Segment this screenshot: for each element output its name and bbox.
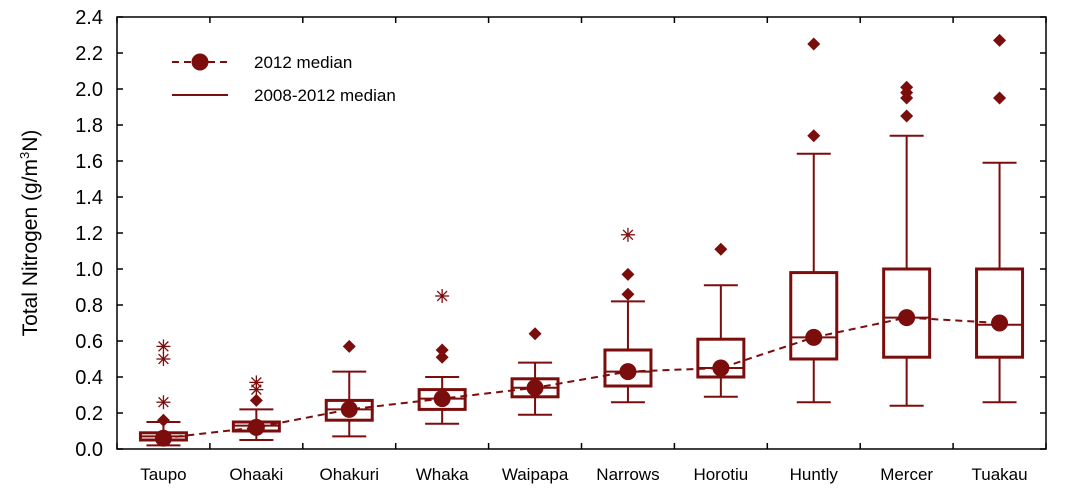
extreme-point: [249, 375, 264, 390]
legend: 2012 median 2008-2012 median: [172, 53, 396, 105]
outlier-point: [435, 343, 449, 357]
y-tick-label: 0.2: [75, 403, 103, 425]
outlier-point: [900, 80, 914, 94]
y-axis-label-suffix: N): [19, 130, 42, 152]
extreme-stroke: [622, 229, 634, 241]
outlier-point: [807, 37, 821, 51]
outlier-point: [528, 327, 542, 341]
x-category-label: Waipapa: [502, 465, 569, 484]
box-taupo: [138, 339, 188, 447]
outlier-point: [342, 339, 356, 353]
outlier-point: [156, 413, 170, 427]
box-ohakuri: [324, 339, 374, 438]
y-tick-label: 2.4: [75, 7, 103, 29]
x-category-label: Huntly: [790, 465, 839, 484]
outlier-point: [993, 33, 1007, 47]
legend-swatch-dot: [191, 53, 209, 71]
y-tick-label: 1.2: [75, 223, 103, 245]
y-tick-label: 1.0: [75, 259, 103, 281]
outlier-point: [621, 287, 635, 301]
y-tick-label: 0.8: [75, 295, 103, 317]
legend-label-2008-2012-median: 2008-2012 median: [254, 86, 396, 105]
extreme-stroke: [250, 377, 262, 388]
y-axis-label-prefix: Total Nitrogen (g/m: [19, 159, 42, 336]
box-iqr: [882, 267, 932, 359]
y-axis-label-superscript: 3: [17, 152, 32, 159]
box-mercer: [882, 80, 932, 407]
x-category-label: Whaka: [416, 465, 469, 484]
outlier-point: [435, 350, 449, 364]
outlier-point: [993, 91, 1007, 105]
outlier-point: [621, 267, 635, 281]
x-category-label: Taupo: [140, 465, 186, 484]
series-2012-median-point: [991, 314, 1009, 332]
extreme-point: [435, 289, 450, 303]
box-waipapa: [510, 327, 560, 416]
y-axis-label: Total Nitrogen (g/m3N): [17, 130, 42, 337]
extreme-point: [156, 352, 171, 366]
box-tuakau: [975, 33, 1025, 404]
extreme-point: [156, 339, 171, 354]
y-tick-label: 0.6: [75, 331, 103, 353]
series-2012-median-point: [619, 363, 637, 381]
series-2012-median-point: [247, 418, 265, 436]
y-tick-label: 1.4: [75, 187, 103, 209]
axes-group: 0.0 0.2 0.4 0.6 0.8 1.0 1.2 1.4 1.6 1.8 2.0 2.2 2.4 T…: [75, 7, 1047, 484]
x-category-label: Ohakuri: [319, 465, 379, 484]
legend-label-2012-median: 2012 median: [254, 53, 352, 72]
boxes-group: [138, 33, 1025, 447]
series-2012-median-line: [163, 316, 1000, 440]
box-iqr: [975, 267, 1025, 359]
extreme-stroke: [158, 396, 169, 408]
series-2012-median-point: [712, 359, 730, 377]
x-category-label: Narrows: [596, 465, 659, 484]
y-tick-label: 2.0: [75, 79, 103, 101]
outlier-point: [807, 129, 821, 143]
extreme-stroke: [436, 290, 448, 302]
outlier-point: [249, 393, 263, 407]
series-2012-median-point: [340, 400, 358, 418]
extreme-stroke: [158, 353, 169, 365]
x-category-label: Mercer: [880, 465, 933, 484]
box-huntly: [789, 37, 839, 404]
y-tick-label: 1.6: [75, 151, 103, 173]
series-2012-median-point: [805, 328, 823, 346]
extreme-point: [156, 395, 171, 410]
box-iqr: [789, 271, 839, 361]
extreme-stroke: [158, 341, 169, 352]
x-category-label: Tuakau: [972, 465, 1028, 484]
series-2012-median-point: [898, 309, 916, 327]
series-2012-median-point: [154, 429, 172, 447]
x-category-label: Horotiu: [693, 465, 748, 484]
series-2012-median-point: [526, 379, 544, 397]
y-tick-label: 1.8: [75, 115, 103, 137]
y-tick-label: 2.2: [75, 43, 103, 65]
outlier-point: [900, 109, 914, 123]
outlier-point: [714, 242, 728, 256]
y-tick-label: 0.0: [75, 439, 103, 461]
y-tick-label: 0.4: [75, 367, 103, 389]
median-series-group: [154, 309, 1009, 447]
series-2012-median-point: [433, 390, 451, 408]
extreme-point: [620, 227, 635, 242]
x-category-label: Ohaaki: [229, 465, 283, 484]
